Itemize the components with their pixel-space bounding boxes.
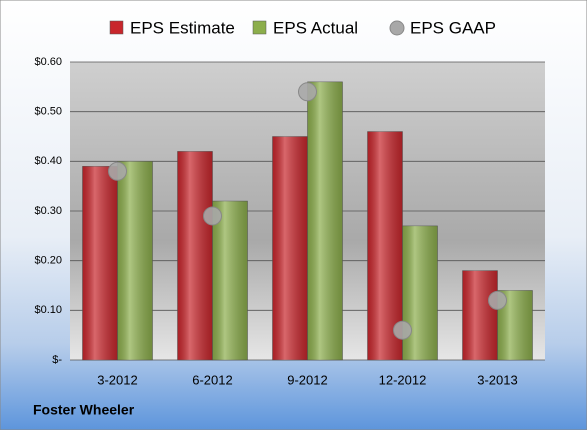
caption: Foster Wheeler: [33, 402, 135, 418]
legend-label: EPS Estimate: [130, 18, 235, 37]
legend-label: EPS Actual: [273, 18, 358, 37]
x-tick-label: 9-2012: [287, 372, 327, 387]
legend-marker: [252, 20, 267, 35]
bar-gloss: [462, 270, 498, 360]
bar-gloss: [117, 161, 153, 360]
bar-gloss: [177, 151, 213, 360]
y-tick-label: $0.60: [34, 56, 62, 68]
y-tick-label: $0.10: [34, 304, 62, 316]
point: [488, 290, 507, 310]
y-tick-label: $0.40: [34, 155, 62, 167]
x-tick-label: 3-2012: [97, 372, 137, 387]
bar-gloss: [367, 131, 403, 360]
bar-gloss: [212, 201, 248, 360]
y-tick-label: $0.30: [34, 205, 62, 217]
point: [108, 161, 127, 181]
legend-marker: [389, 20, 405, 36]
y-tick-label: $-: [52, 354, 62, 366]
x-tick-label: 3-2013: [477, 372, 517, 387]
x-tick-label: 6-2012: [192, 372, 232, 387]
point: [203, 206, 222, 226]
legend-marker: [109, 20, 124, 35]
legend-label: EPS GAAP: [410, 18, 496, 37]
bar-gloss: [402, 225, 438, 360]
bar-gloss: [307, 81, 343, 360]
bar-gloss: [272, 136, 308, 360]
y-tick-label: $0.50: [34, 106, 62, 118]
x-tick-label: 12-2012: [379, 372, 427, 387]
bar-gloss: [82, 166, 118, 360]
point: [393, 320, 412, 340]
y-tick-label: $0.20: [34, 255, 62, 267]
point: [298, 82, 317, 102]
